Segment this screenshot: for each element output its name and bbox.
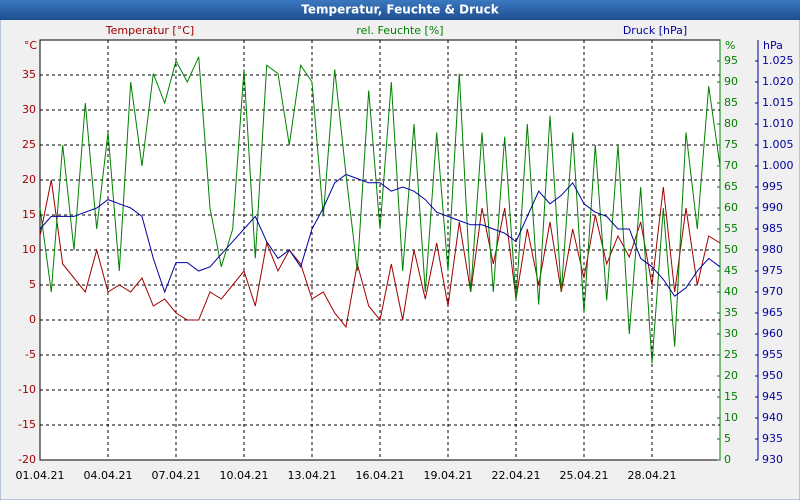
y2-tick-label: 25 xyxy=(724,348,738,361)
y2-tick-label: 90 xyxy=(724,75,738,88)
y2-tick-label: 75 xyxy=(724,138,738,151)
y3-tick-label: 1.005 xyxy=(762,138,794,151)
y3-tick-label: 960 xyxy=(762,327,783,340)
y2-axis-label: % xyxy=(725,39,735,52)
y2-tick-label: 65 xyxy=(724,180,738,193)
y2-tick-label: 55 xyxy=(724,222,738,235)
y3-tick-label: 965 xyxy=(762,306,783,319)
y3-tick-label: 985 xyxy=(762,222,783,235)
y-tick-label: 15 xyxy=(22,208,36,221)
y-tick-label: 5 xyxy=(29,278,36,291)
x-tick-label: 28.04.21 xyxy=(628,469,677,482)
y3-tick-label: 930 xyxy=(762,453,783,466)
y3-tick-label: 945 xyxy=(762,390,783,403)
y2-tick-label: 20 xyxy=(724,369,738,382)
y-tick-label: -10 xyxy=(18,383,36,396)
y2-tick-label: 95 xyxy=(724,54,738,67)
y2-tick-label: 60 xyxy=(724,201,738,214)
y-tick-label: 35 xyxy=(22,68,36,81)
y3-tick-label: 940 xyxy=(762,411,783,424)
y2-tick-label: 40 xyxy=(724,285,738,298)
y2-tick-label: 85 xyxy=(724,96,738,109)
y3-tick-label: 950 xyxy=(762,369,783,382)
y-tick-label: 0 xyxy=(29,313,36,326)
y3-tick-label: 935 xyxy=(762,432,783,445)
y2-tick-label: 5 xyxy=(724,432,731,445)
y-tick-label: 25 xyxy=(22,138,36,151)
y3-tick-label: 980 xyxy=(762,243,783,256)
y3-tick-label: 995 xyxy=(762,180,783,193)
y-tick-label: 20 xyxy=(22,173,36,186)
x-tick-label: 13.04.21 xyxy=(288,469,337,482)
y3-tick-label: 1.025 xyxy=(762,54,794,67)
y3-tick-label: 975 xyxy=(762,264,783,277)
y-tick-label: -15 xyxy=(18,418,36,431)
x-tick-label: 19.04.21 xyxy=(424,469,473,482)
series-line xyxy=(39,56,721,364)
y3-axis-label: hPa xyxy=(763,39,783,52)
y2-tick-label: 80 xyxy=(724,117,738,130)
y2-tick-label: 35 xyxy=(724,306,738,319)
y2-tick-label: 0 xyxy=(724,453,731,466)
y2-tick-label: 45 xyxy=(724,264,738,277)
y3-tick-label: 955 xyxy=(762,348,783,361)
y3-tick-label: 1.020 xyxy=(762,75,794,88)
y3-tick-label: 1.000 xyxy=(762,159,794,172)
chart-title: Temperatur, Feuchte & Druck xyxy=(301,3,499,17)
legend-label: rel. Feuchte [%] xyxy=(356,24,443,37)
x-tick-label: 04.04.21 xyxy=(84,469,133,482)
x-tick-label: 16.04.21 xyxy=(356,469,405,482)
y2-tick-label: 10 xyxy=(724,411,738,424)
x-tick-label: 10.04.21 xyxy=(220,469,269,482)
y2-tick-label: 30 xyxy=(724,327,738,340)
y-tick-label: -5 xyxy=(25,348,36,361)
y3-tick-label: 1.015 xyxy=(762,96,794,109)
y-tick-label: -20 xyxy=(18,453,36,466)
y3-tick-label: 990 xyxy=(762,201,783,214)
legend-label: Druck [hPa] xyxy=(623,24,687,37)
x-tick-label: 07.04.21 xyxy=(152,469,201,482)
y-tick-label: 10 xyxy=(22,243,36,256)
legend-label: Temperatur [°C] xyxy=(105,24,194,37)
y-axis-label: °C xyxy=(24,39,38,52)
y2-tick-label: 70 xyxy=(724,159,738,172)
x-tick-label: 25.04.21 xyxy=(560,469,609,482)
x-tick-label: 01.04.21 xyxy=(16,469,65,482)
series-line xyxy=(39,173,721,297)
title-bar xyxy=(0,0,800,20)
y3-tick-label: 970 xyxy=(762,285,783,298)
y-tick-label: 30 xyxy=(22,103,36,116)
y2-tick-label: 15 xyxy=(724,390,738,403)
series-line xyxy=(39,179,721,329)
y2-tick-label: 50 xyxy=(724,243,738,256)
x-tick-label: 22.04.21 xyxy=(492,469,541,482)
y3-tick-label: 1.010 xyxy=(762,117,794,130)
